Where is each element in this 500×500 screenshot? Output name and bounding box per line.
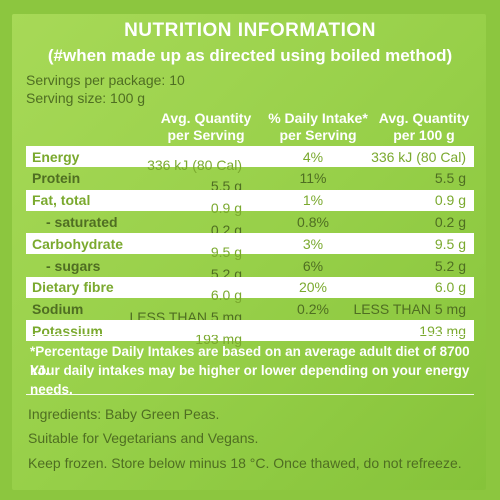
table-row: Protein 5.5 g 11% 5.5 g (26, 168, 474, 194)
nutrition-table: Energy 336 kJ (80 Cal) 4% 336 kJ (80 Cal) Pr… (26, 146, 474, 347)
nutrient-name: Carbohydrate (32, 235, 124, 252)
avg-per-serving-value: 336 kJ (80 Cal) (147, 156, 242, 173)
nutrient-name: Potassium (32, 322, 103, 339)
nutrient-name: Energy (32, 148, 80, 165)
table-row: Fat, total 0.9 g 1% 0.9 g (26, 189, 474, 216)
ingredients-text: Ingredients: Baby Green Peas. (28, 406, 220, 422)
per-100g-value: 9.5 g (434, 235, 466, 252)
column-header-line: per Serving (279, 127, 357, 143)
nutrient-name: Sodium (32, 301, 84, 318)
column-header-avg-per-100g: Avg. Quantity per 100 g (368, 110, 480, 144)
divider (26, 394, 474, 395)
nutrient-name: - saturated (46, 213, 118, 230)
column-header-line: per Serving (167, 127, 245, 143)
per-100g-value: 336 kJ (80 Cal) (371, 148, 466, 165)
daily-intake-value: 0.8% (297, 213, 329, 230)
table-row: Sodium LESS THAN 5 mg 0.2% LESS THAN 5 mg (26, 298, 474, 325)
serving-size: Serving size: 100 g (26, 90, 146, 106)
nutrient-name: Protein (32, 170, 81, 187)
avg-per-serving-value: 0.9 g (210, 200, 242, 217)
table-row: - saturated 0.2 g 0.8% 0.2 g (26, 211, 474, 238)
daily-intake-value: 0.2% (297, 301, 329, 318)
nutrient-name: - sugars (46, 257, 101, 274)
daily-intake-value: 1% (302, 192, 324, 209)
column-header-avg-per-serving: Avg. Quantity per Serving (150, 110, 262, 144)
nutrition-subtitle: (#when made up as directed using boiled … (47, 46, 453, 65)
suitable-text: Suitable for Vegetarians and Vegans. (28, 430, 259, 446)
column-header-line: Avg. Quantity (160, 110, 252, 126)
daily-intake-value: 6% (302, 257, 324, 274)
storage-text: Keep frozen. Store below minus 18 °C. On… (28, 455, 462, 471)
column-header-daily-intake: % Daily Intake* per Serving (260, 110, 376, 144)
per-100g-value: 6.0 g (434, 279, 466, 296)
avg-per-serving-value: 9.5 g (210, 243, 242, 260)
column-header-line: % Daily Intake* (268, 110, 368, 126)
per-100g-value: 0.9 g (434, 192, 466, 209)
per-100g-value: LESS THAN 5 mg (353, 301, 466, 318)
avg-per-serving-value: 6.0 g (210, 287, 242, 304)
footnote-energy-needs: Your daily intakes may be higher or lowe… (30, 363, 470, 397)
nutrient-name: Fat, total (32, 192, 91, 209)
servings-per-package: Servings per package: 10 (26, 72, 185, 88)
daily-intake-value: 4% (302, 148, 324, 165)
per-100g-value: 0.2 g (434, 213, 466, 230)
column-header-line: per 100 g (393, 127, 455, 143)
table-row: Dietary fibre 6.0 g 20% 6.0 g (26, 276, 474, 303)
per-100g-value: 5.2 g (434, 257, 466, 274)
table-row: Energy 336 kJ (80 Cal) 4% 336 kJ (80 Cal) (26, 146, 474, 173)
per-100g-value: 193 mg (419, 322, 466, 339)
table-row: Potassium 193 mg 193 mg (26, 320, 474, 347)
daily-intake-value: 11% (299, 170, 327, 187)
divider (26, 334, 474, 335)
daily-intake-value: 20% (298, 279, 328, 296)
nutrition-title: NUTRITION INFORMATION (124, 20, 376, 41)
table-row: Carbohydrate 9.5 g 3% 9.5 g (26, 233, 474, 260)
nutrient-name: Dietary fibre (32, 279, 114, 296)
per-100g-value: 5.5 g (434, 170, 466, 187)
footnote-daily-intake: *Percentage Daily Intakes are based on a… (30, 344, 470, 378)
table-row: - sugars 5.2 g 6% 5.2 g (26, 255, 474, 282)
column-header-line: Avg. Quantity (378, 110, 470, 126)
daily-intake-value: 3% (302, 235, 324, 252)
